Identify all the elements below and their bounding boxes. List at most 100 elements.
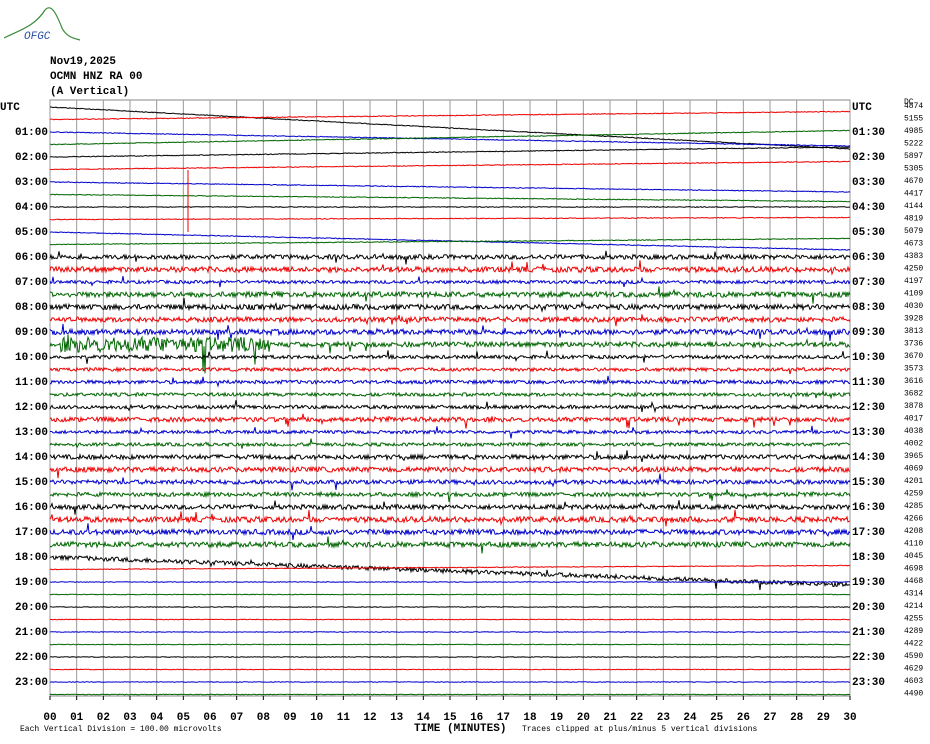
x-tick-label: 21 — [603, 712, 617, 724]
trace — [49, 297, 851, 313]
dc-value: 4314 — [904, 590, 923, 599]
x-tick-label: 26 — [737, 712, 750, 724]
trace — [49, 500, 851, 515]
trace — [49, 193, 851, 203]
logo-curve — [3, 7, 81, 41]
x-tick-label: 08 — [257, 712, 271, 724]
right-time-label: 03:30 — [852, 177, 885, 189]
dc-value: 4819 — [904, 215, 923, 224]
trace — [49, 350, 851, 364]
right-time-label: 15:30 — [852, 477, 885, 489]
right-time-label: 08:30 — [852, 302, 885, 314]
trace — [49, 260, 851, 276]
trace — [49, 205, 850, 209]
x-tick-label: 17 — [497, 712, 510, 724]
trace — [49, 286, 851, 304]
logo: OFGC — [24, 31, 51, 43]
right-time-label: 18:30 — [852, 552, 885, 564]
dc-value: 4266 — [904, 515, 923, 524]
dc-value: 4208 — [904, 527, 923, 536]
trace — [49, 389, 851, 400]
left-time-label: 10:00 — [15, 352, 48, 364]
trace — [49, 334, 851, 374]
dc-value: 4490 — [904, 690, 923, 699]
left-time-label: 02:00 — [15, 152, 48, 164]
left-time-label: 23:00 — [15, 677, 48, 689]
right-time-label: 10:30 — [852, 352, 885, 364]
dc-value: 3965 — [904, 452, 923, 461]
left-time-label: 20:00 — [15, 602, 48, 614]
trace — [49, 413, 851, 429]
dc-value: 4985 — [904, 127, 923, 136]
x-title: TIME (MINUTES) — [414, 723, 506, 735]
right-time-label: 13:30 — [852, 427, 885, 439]
dc-value: 4285 — [904, 502, 923, 511]
x-tick-label: 15 — [443, 712, 457, 724]
trace — [49, 509, 851, 527]
dc-value: 4197 — [904, 277, 923, 286]
dc-value: 4002 — [904, 440, 923, 449]
dc-header: DC — [904, 98, 914, 107]
x-tick-label: 04 — [150, 712, 164, 724]
x-tick-label: 02 — [97, 712, 110, 724]
left-time-label: 06:00 — [15, 252, 48, 264]
trace — [49, 160, 851, 171]
x-tick-label: 30 — [843, 712, 856, 724]
dc-value: 4259 — [904, 490, 923, 499]
right-time-label: 05:30 — [852, 227, 885, 239]
dc-value: 4144 — [904, 202, 923, 211]
dc-value: 4383 — [904, 252, 923, 261]
trace — [49, 631, 851, 633]
dc-value: 3670 — [904, 352, 923, 361]
right-time-label: 19:30 — [852, 577, 885, 589]
left-time-label: 12:00 — [15, 402, 48, 414]
trace — [50, 681, 851, 683]
right-time-label: 20:30 — [852, 602, 885, 614]
right-time-label: 23:30 — [852, 677, 885, 689]
trace — [49, 146, 851, 158]
x-tick-label: 03 — [123, 712, 137, 724]
trace — [49, 110, 851, 121]
date: Nov19,2025 — [50, 56, 116, 68]
dc-value: 4698 — [904, 565, 923, 574]
trace — [49, 375, 851, 388]
dc-value: 4250 — [904, 265, 923, 274]
right-time-label: 22:30 — [852, 652, 885, 664]
trace — [50, 606, 851, 608]
dc-value: 4673 — [904, 240, 923, 249]
dc-value: 3736 — [904, 340, 923, 349]
trace — [49, 643, 851, 646]
trace — [49, 276, 851, 288]
x-tick-label: 22 — [630, 712, 643, 724]
dc-value: 4289 — [904, 627, 923, 636]
dc-value: 4422 — [904, 640, 923, 649]
trace — [49, 554, 851, 591]
x-tick-label: 11 — [337, 712, 351, 724]
dc-value: 3616 — [904, 377, 923, 386]
dc-value: 5079 — [904, 227, 923, 236]
right-time-label: 04:30 — [852, 202, 885, 214]
dc-value: 3573 — [904, 365, 923, 374]
right-time-label: UTC — [852, 102, 872, 114]
component: (A Vertical) — [50, 86, 129, 98]
dc-value: 5155 — [904, 115, 923, 124]
trace — [49, 366, 851, 375]
left-time-label: 03:00 — [15, 177, 48, 189]
trace — [49, 581, 851, 583]
right-time-label: 11:30 — [852, 377, 885, 389]
trace — [49, 450, 851, 463]
trace — [49, 400, 851, 414]
trace — [50, 129, 851, 146]
x-tick-label: 28 — [790, 712, 804, 724]
right-time-label: 12:30 — [852, 402, 885, 414]
trace — [49, 489, 851, 502]
trace — [49, 693, 851, 696]
x-tick-label: 07 — [230, 712, 243, 724]
x-tick-label: 16 — [470, 712, 483, 724]
dc-value: 5222 — [904, 140, 923, 149]
dc-value: 4201 — [904, 477, 923, 486]
left-time-label: 16:00 — [15, 502, 48, 514]
left-time-label: 11:00 — [15, 377, 48, 389]
x-tick-label: 13 — [390, 712, 404, 724]
dc-value: 3928 — [904, 315, 923, 324]
